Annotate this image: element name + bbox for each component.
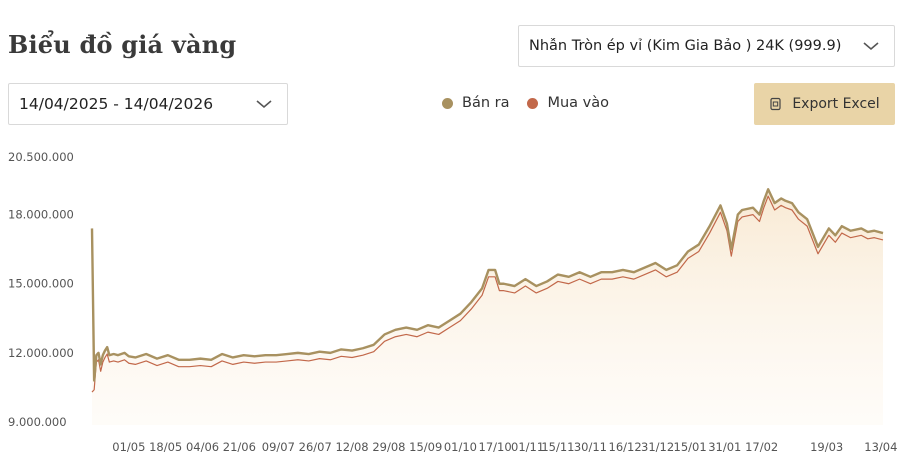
legend-dot-mua-vao	[527, 97, 539, 109]
y-tick-label: 9.000.000	[8, 415, 67, 429]
product-select-value: Nhẫn Tròn ép vỉ (Kim Gia Bảo ) 24K (999.…	[529, 38, 842, 54]
product-select[interactable]: Nhẫn Tròn ép vỉ (Kim Gia Bảo ) 24K (999.…	[518, 25, 895, 67]
x-tick-label: 21/06	[223, 440, 256, 454]
legend-dot-ban-ra	[442, 97, 453, 109]
x-tick-label: 15/09	[409, 440, 442, 454]
series-line-mua-vao	[91, 195, 884, 393]
x-tick-label: 13/04	[864, 440, 897, 454]
y-tick-label: 18.000.000	[8, 208, 74, 222]
series-line-ban-ra	[90, 188, 884, 382]
page-title: Biểu đồ giá vàng	[8, 30, 237, 59]
x-tick-label: 29/08	[372, 440, 405, 454]
date-range-value: 14/04/2025 - 14/04/2026	[19, 95, 214, 113]
legend-item-ban-ra[interactable]: Bán ra	[442, 95, 509, 111]
x-tick-label: 01/05	[112, 440, 145, 454]
x-tick-label: 16/12	[609, 440, 642, 454]
x-tick-label: 12/08	[335, 440, 368, 454]
x-tick-label: 15/11	[541, 440, 574, 454]
x-tick-label: 19/03	[810, 440, 843, 454]
legend-label-mua-vao: Mua vào	[547, 95, 610, 111]
line-layer	[90, 188, 884, 393]
x-tick-label: 30/11	[574, 440, 607, 454]
x-tick-label: 17/02	[745, 440, 778, 454]
gold-price-chart: 9.000.000 12.000.000 15.000.000 18.000.000 2…	[8, 150, 897, 454]
area-fill	[92, 189, 883, 425]
y-tick-label: 15.000.000	[8, 277, 74, 291]
chevron-down-icon	[863, 42, 879, 51]
x-tick-label: 31/01	[708, 440, 741, 454]
x-tick-label: 18/05	[149, 440, 182, 454]
legend-item-mua-vao[interactable]: Mua vào	[527, 95, 609, 111]
chart-legend: Bán ra Mua vào	[442, 95, 627, 111]
x-axis-ticks: 01/05 18/05 04/06 21/06 09/07 26/07 12/08 29/08…	[112, 440, 897, 454]
area-layer	[92, 189, 883, 425]
x-tick-label: 01/10	[444, 440, 477, 454]
x-tick-label: 09/07	[262, 440, 295, 454]
y-tick-label: 12.000.000	[8, 346, 74, 360]
x-tick-label: 15/01	[674, 440, 707, 454]
x-tick-label: 26/07	[299, 440, 332, 454]
y-tick-label: 20.500.000	[8, 150, 74, 164]
x-tick-label: 01/11	[511, 440, 544, 454]
legend-label-ban-ra: Bán ra	[462, 95, 510, 111]
x-tick-label: 31/12	[641, 440, 674, 454]
x-tick-label: 04/06	[186, 440, 219, 454]
chevron-down-icon	[256, 100, 272, 109]
export-file-icon	[770, 97, 781, 111]
export-excel-label: Export Excel	[792, 96, 880, 112]
date-range-picker[interactable]: 14/04/2025 - 14/04/2026	[8, 83, 288, 125]
export-excel-button[interactable]: Export Excel	[754, 83, 895, 125]
x-tick-label: 17/10	[479, 440, 512, 454]
y-axis-ticks: 9.000.000 12.000.000 15.000.000 18.000.000 2…	[8, 150, 74, 429]
